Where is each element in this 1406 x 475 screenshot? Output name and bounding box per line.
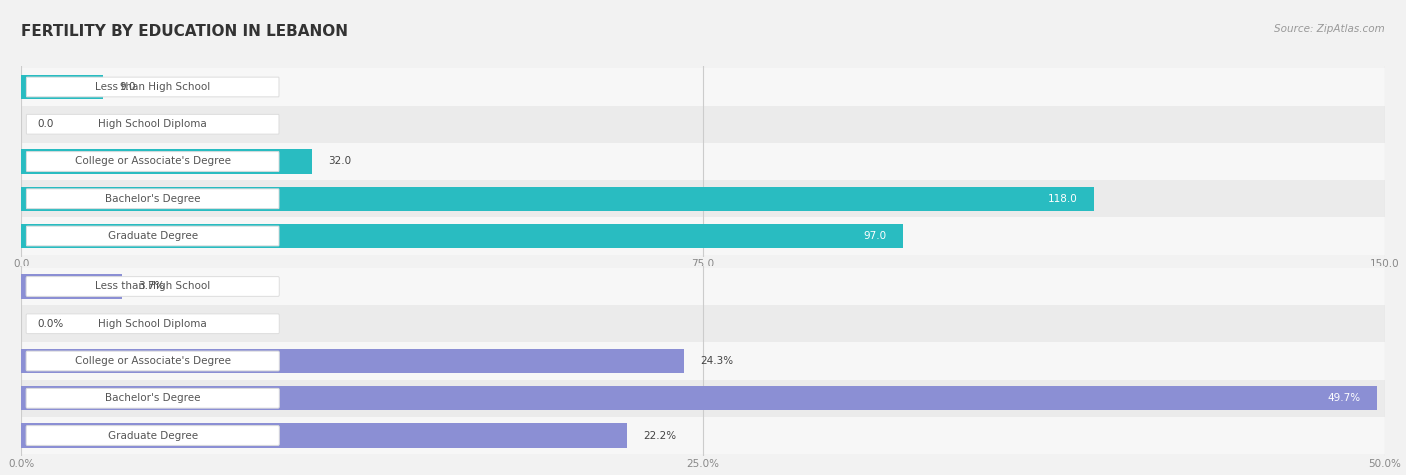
Text: 32.0: 32.0 bbox=[329, 156, 352, 167]
Bar bbox=[21, 150, 312, 173]
FancyBboxPatch shape bbox=[27, 276, 280, 296]
Bar bbox=[21, 386, 1376, 410]
FancyBboxPatch shape bbox=[27, 226, 278, 246]
Text: 97.0: 97.0 bbox=[863, 231, 887, 241]
Bar bbox=[21, 224, 903, 248]
FancyBboxPatch shape bbox=[27, 114, 278, 134]
Text: 22.2%: 22.2% bbox=[643, 430, 676, 440]
Bar bbox=[21, 380, 1385, 417]
Bar bbox=[21, 105, 1385, 143]
Bar bbox=[21, 143, 1385, 180]
FancyBboxPatch shape bbox=[27, 426, 280, 446]
Bar bbox=[21, 305, 1385, 342]
FancyBboxPatch shape bbox=[27, 189, 278, 209]
Bar bbox=[21, 417, 1385, 454]
Text: High School Diploma: High School Diploma bbox=[98, 119, 207, 129]
Text: Graduate Degree: Graduate Degree bbox=[108, 231, 198, 241]
FancyBboxPatch shape bbox=[27, 77, 278, 97]
Text: College or Associate's Degree: College or Associate's Degree bbox=[75, 156, 231, 167]
Text: High School Diploma: High School Diploma bbox=[98, 319, 207, 329]
Text: Less than High School: Less than High School bbox=[96, 282, 211, 292]
Text: Graduate Degree: Graduate Degree bbox=[108, 430, 198, 440]
Text: FERTILITY BY EDUCATION IN LEBANON: FERTILITY BY EDUCATION IN LEBANON bbox=[21, 24, 349, 39]
Text: 9.0: 9.0 bbox=[120, 82, 136, 92]
Bar bbox=[21, 68, 1385, 105]
Text: Source: ZipAtlas.com: Source: ZipAtlas.com bbox=[1274, 24, 1385, 34]
FancyBboxPatch shape bbox=[27, 152, 278, 171]
Text: 0.0%: 0.0% bbox=[38, 319, 63, 329]
Bar bbox=[21, 275, 122, 299]
Bar bbox=[21, 75, 103, 99]
Bar bbox=[21, 342, 1385, 380]
Text: Bachelor's Degree: Bachelor's Degree bbox=[105, 194, 201, 204]
Text: College or Associate's Degree: College or Associate's Degree bbox=[75, 356, 231, 366]
Text: 24.3%: 24.3% bbox=[700, 356, 734, 366]
Text: Bachelor's Degree: Bachelor's Degree bbox=[105, 393, 201, 403]
Bar bbox=[21, 349, 683, 373]
Text: 118.0: 118.0 bbox=[1047, 194, 1077, 204]
Bar bbox=[21, 180, 1385, 218]
Bar bbox=[21, 423, 627, 447]
Bar bbox=[21, 187, 1094, 211]
Text: 49.7%: 49.7% bbox=[1327, 393, 1361, 403]
Text: 0.0: 0.0 bbox=[38, 119, 53, 129]
FancyBboxPatch shape bbox=[27, 351, 280, 371]
FancyBboxPatch shape bbox=[27, 389, 280, 408]
Text: 3.7%: 3.7% bbox=[138, 282, 165, 292]
Bar bbox=[21, 218, 1385, 255]
FancyBboxPatch shape bbox=[27, 314, 280, 333]
Text: Less than High School: Less than High School bbox=[96, 82, 211, 92]
Bar bbox=[21, 268, 1385, 305]
